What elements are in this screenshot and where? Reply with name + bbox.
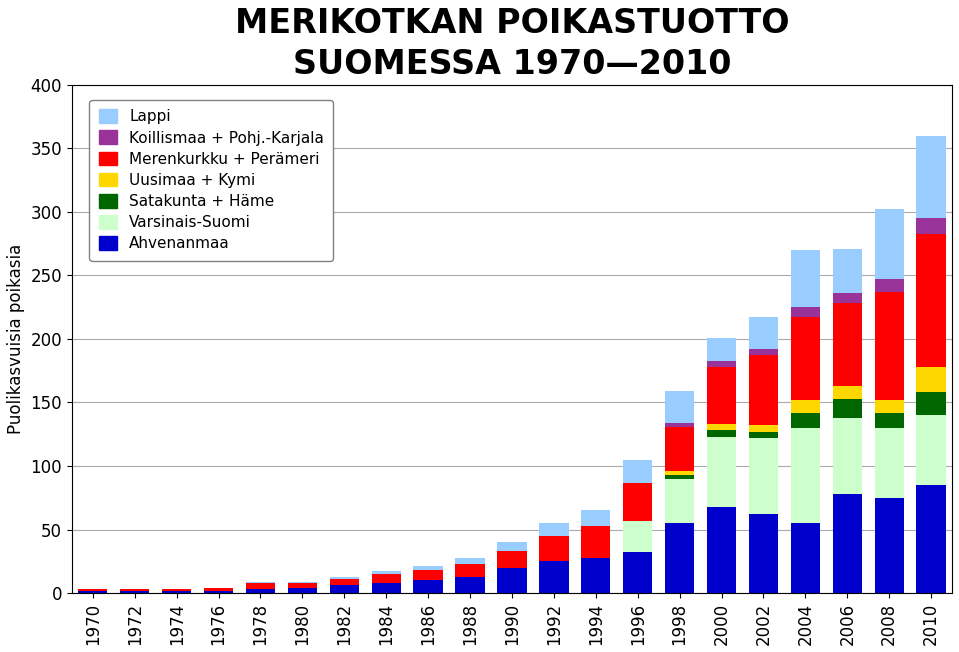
Bar	[790, 523, 820, 593]
Bar	[665, 523, 694, 593]
Bar	[875, 400, 903, 413]
Bar	[623, 460, 652, 482]
Bar	[623, 552, 652, 593]
Bar	[707, 437, 737, 507]
Bar	[246, 589, 275, 593]
Bar	[749, 438, 778, 514]
Y-axis label: Puolikasvuisia poikasia: Puolikasvuisia poikasia	[7, 244, 25, 434]
Bar	[330, 579, 359, 585]
Bar	[539, 561, 569, 593]
Bar	[288, 588, 317, 593]
Bar	[78, 591, 107, 593]
Bar	[246, 582, 275, 583]
Bar	[875, 292, 903, 400]
Bar	[832, 418, 862, 494]
Bar	[665, 475, 694, 479]
Bar	[790, 400, 820, 413]
Bar	[875, 413, 903, 428]
Bar	[539, 523, 569, 536]
Bar	[204, 591, 233, 593]
Bar	[707, 367, 737, 424]
Bar	[749, 432, 778, 438]
Bar	[665, 479, 694, 523]
Bar	[917, 393, 946, 415]
Bar	[917, 233, 946, 367]
Bar	[204, 588, 233, 591]
Title: MERIKOTKAN POIKASTUOTTO
SUOMESSA 1970—2010: MERIKOTKAN POIKASTUOTTO SUOMESSA 1970—20…	[235, 7, 789, 81]
Bar	[875, 497, 903, 593]
Bar	[917, 415, 946, 485]
Bar	[665, 423, 694, 426]
Bar	[371, 572, 401, 574]
Bar	[917, 218, 946, 233]
Bar	[539, 536, 569, 561]
Bar	[288, 582, 317, 583]
Legend: Lappi, Koillismaa + Pohj.-Karjala, Merenkurkku + Perämeri, Uusimaa + Kymi, Satak: Lappi, Koillismaa + Pohj.-Karjala, Meren…	[89, 100, 333, 261]
Bar	[790, 250, 820, 307]
Bar	[832, 249, 862, 293]
Bar	[456, 557, 484, 564]
Bar	[832, 386, 862, 398]
Bar	[749, 425, 778, 432]
Bar	[330, 585, 359, 593]
Bar	[665, 391, 694, 423]
Bar	[832, 303, 862, 386]
Bar	[917, 485, 946, 593]
Bar	[707, 507, 737, 593]
Bar	[330, 576, 359, 579]
Bar	[832, 398, 862, 418]
Bar	[413, 570, 443, 580]
Bar	[623, 521, 652, 552]
Bar	[665, 426, 694, 471]
Bar	[875, 279, 903, 292]
Bar	[498, 542, 526, 551]
Bar	[790, 413, 820, 428]
Bar	[832, 494, 862, 593]
Bar	[371, 583, 401, 593]
Bar	[875, 209, 903, 279]
Bar	[790, 307, 820, 318]
Bar	[749, 349, 778, 355]
Bar	[917, 136, 946, 218]
Bar	[162, 591, 191, 593]
Bar	[288, 583, 317, 588]
Bar	[707, 430, 737, 437]
Bar	[246, 583, 275, 589]
Bar	[581, 557, 611, 593]
Bar	[749, 514, 778, 593]
Bar	[456, 564, 484, 576]
Bar	[832, 293, 862, 303]
Bar	[749, 355, 778, 425]
Bar	[790, 428, 820, 523]
Bar	[707, 338, 737, 361]
Bar	[707, 361, 737, 367]
Bar	[498, 551, 526, 568]
Bar	[665, 471, 694, 475]
Bar	[623, 482, 652, 521]
Bar	[413, 567, 443, 570]
Bar	[120, 589, 150, 591]
Bar	[120, 591, 150, 593]
Bar	[371, 574, 401, 583]
Bar	[78, 589, 107, 591]
Bar	[581, 526, 611, 557]
Bar	[707, 424, 737, 430]
Bar	[917, 367, 946, 393]
Bar	[581, 511, 611, 526]
Bar	[162, 589, 191, 591]
Bar	[790, 318, 820, 400]
Bar	[875, 428, 903, 497]
Bar	[456, 576, 484, 593]
Bar	[413, 580, 443, 593]
Bar	[498, 568, 526, 593]
Bar	[749, 318, 778, 349]
